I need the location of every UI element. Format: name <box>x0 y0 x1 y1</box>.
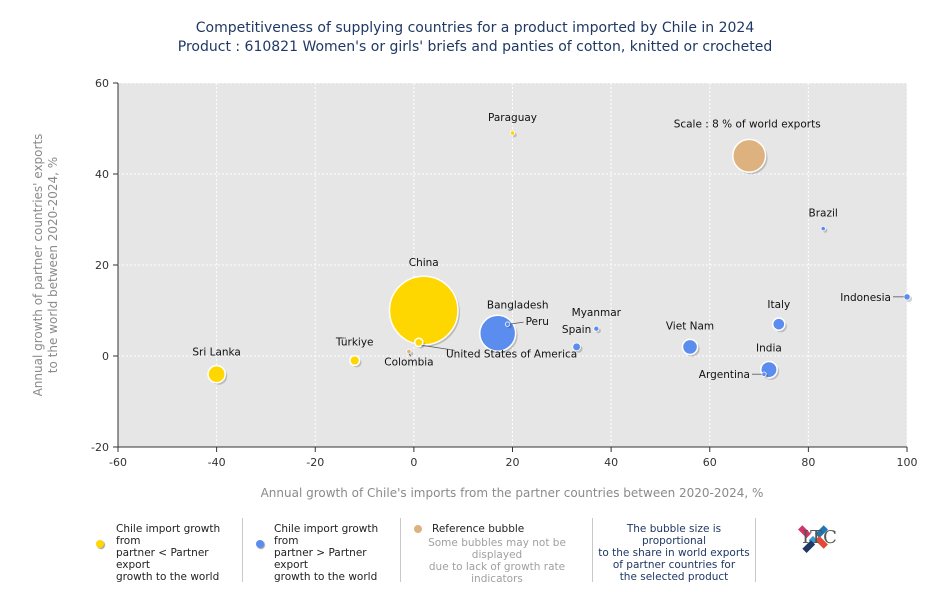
bubble-label-argentina: Argentina <box>699 369 750 381</box>
legend-size-line1: The bubble size is proportional <box>626 523 722 547</box>
legend-blue-line2: partner > Partner export <box>274 547 367 571</box>
legend: Chile import growth from partner < Partn… <box>86 518 886 585</box>
bubble-brazil <box>820 226 826 232</box>
chart-subtitle: Product : 610821 Women's or girls' brief… <box>178 39 772 55</box>
x-tick-label: 60 <box>703 456 717 469</box>
bubble-label-paraguay: Paraguay <box>488 112 537 124</box>
y-axis-label-line2: to the world between 2020-2024, % <box>46 157 60 373</box>
bubble-labels: Scale : 8 % of world exports China Banglad… <box>192 112 904 381</box>
blue-dot-icon <box>256 540 264 548</box>
bubble-spain <box>572 342 581 352</box>
chart-title: Competitiveness of supplying countries f… <box>196 20 755 36</box>
legend-size-line2: to the share in world exports <box>598 547 750 559</box>
y-tick-label: 20 <box>95 259 109 272</box>
legend-blue-line3: growth to the world <box>274 571 378 583</box>
bubble-viet-nam <box>681 338 699 356</box>
y-tick-label: 40 <box>95 168 109 181</box>
legend-size-line3: of partner countries for <box>612 559 736 571</box>
legend-divider <box>242 518 243 582</box>
bubble-indonesia <box>903 293 911 301</box>
bubble-label-india: India <box>756 342 782 354</box>
bubble-argentina <box>761 371 767 377</box>
bubble-china <box>388 275 459 346</box>
bubble-t-rkiye <box>349 354 361 367</box>
legend-reference-title: Reference bubble <box>432 523 525 535</box>
label-leader <box>408 353 412 357</box>
legend-divider <box>755 518 756 582</box>
y-axis-label-line1: Annual growth of partner countries' expo… <box>31 134 45 397</box>
bubble-label-spain: Spain <box>562 324 591 336</box>
yellow-dot-icon <box>96 540 104 548</box>
bubble-bangladesh <box>478 314 517 352</box>
legend-size-line4: the selected product <box>619 571 729 583</box>
bubble-label-united-states-of-america: United States of America <box>446 348 577 360</box>
legend-yellow-line3: growth to the world <box>116 571 220 583</box>
bubble-label-t-rkiye: Türkiye <box>335 337 374 349</box>
label-leader <box>421 344 455 351</box>
y-tick-label: 60 <box>95 77 109 90</box>
label-leader <box>509 321 524 325</box>
y-tick-label: -20 <box>91 441 109 454</box>
axes: -60 -40 -20 0 20 40 60 80 100 -20 0 20 40 60 <box>91 77 917 469</box>
legend-reference-note3: indicators <box>471 573 523 585</box>
bubble-label-sri-lanka: Sri Lanka <box>192 347 241 359</box>
reference-bubble-label: Scale : 8 % of world exports <box>674 118 821 130</box>
legend-blue-line1: Chile import growth from <box>274 523 379 547</box>
x-axis-label: Annual growth of Chile's imports from th… <box>261 486 764 500</box>
x-tick-label: -60 <box>109 456 127 469</box>
legend-reference-note2: due to lack of growth rate <box>428 561 566 573</box>
legend-divider <box>400 518 401 582</box>
legend-item-size-note: The bubble size is proportional to the s… <box>594 518 754 583</box>
legend-yellow-line2: partner < Partner export <box>116 547 209 571</box>
legend-divider <box>592 518 593 582</box>
bubble-united-states-of-america <box>413 337 424 348</box>
itc-logo-icon <box>798 525 828 553</box>
legend-yellow-line1: Chile import growth from <box>116 523 221 547</box>
bubble-peru <box>504 321 511 327</box>
legend-reference-note1: Some bubbles may not be displayed <box>428 537 566 561</box>
x-tick-label: 20 <box>506 456 520 469</box>
bubble-colombia <box>406 348 412 355</box>
bubble-label-viet-nam: Viet Nam <box>666 320 714 332</box>
x-tick-label: 80 <box>801 456 815 469</box>
bubble-label-italy: Italy <box>767 299 790 311</box>
bubbles <box>207 130 913 385</box>
legend-item-blue: Chile import growth from partner > Partn… <box>246 518 396 583</box>
bubble-myanmar <box>593 325 600 332</box>
reference-dot-icon <box>414 525 422 533</box>
bubble-label-colombia: Colombia <box>384 356 433 368</box>
bubble-label-peru: Peru <box>526 316 549 328</box>
x-tick-label: 100 <box>897 456 918 469</box>
bubble-label-china: China <box>409 257 439 269</box>
legend-item-reference: Reference bubble Some bubbles may not be… <box>404 518 590 585</box>
bubble-label-bangladesh: Bangladesh <box>487 299 549 311</box>
bubble-label-brazil: Brazil <box>809 207 838 219</box>
legend-item-yellow: Chile import growth from partner < Partn… <box>86 518 236 583</box>
x-tick-label: 0 <box>410 456 417 469</box>
itc-logo-text: ITC <box>802 527 838 548</box>
bubble-paraguay <box>509 130 516 136</box>
y-tick-label: 0 <box>102 350 109 363</box>
x-tick-label: 40 <box>604 456 618 469</box>
bubble-sri-lanka <box>207 364 226 384</box>
bubble-italy <box>771 317 786 331</box>
x-tick-label: -20 <box>306 456 324 469</box>
bubble-label-indonesia: Indonesia <box>840 292 891 304</box>
x-tick-label: -40 <box>208 456 226 469</box>
bubble-label-myanmar: Myanmar <box>572 307 622 319</box>
reference-bubble <box>732 138 767 173</box>
